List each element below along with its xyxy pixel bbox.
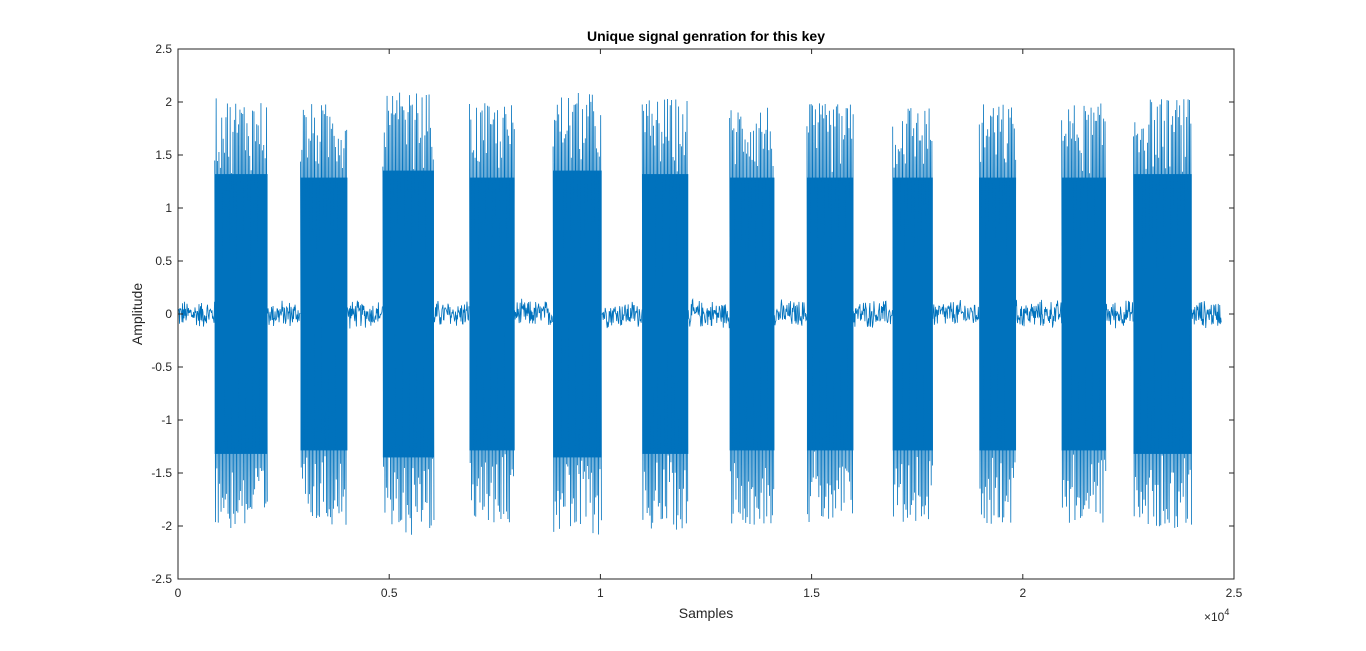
x-exponent-base: ×10 [1204, 610, 1225, 624]
y-tick-label: -1 [161, 413, 172, 427]
noise-segment [932, 300, 980, 325]
x-tick-label: 0.5 [381, 586, 398, 600]
noise-segment [687, 297, 730, 329]
noise-segment [1191, 301, 1222, 329]
chart-title: Unique signal genration for this key [587, 28, 825, 44]
noise-segment [514, 298, 554, 325]
noise-segment [1105, 300, 1134, 329]
burst-signal-7 [729, 107, 775, 525]
y-tick-label: -2 [161, 519, 172, 533]
noise-segment [178, 301, 215, 327]
signal-series-0 [178, 92, 1222, 535]
axes: 0 0.5 1 1.5 2 2.5 -2.5 -2 -1.5 -1 -0.5 0 0.5 1 1.5 2 2.5 [151, 42, 1242, 600]
x-exponent-power: 4 [1224, 607, 1229, 617]
y-tick-label: -1.5 [151, 466, 172, 480]
x-tick-label: 1.5 [803, 586, 820, 600]
y-tick-label: 2.5 [155, 42, 172, 56]
burst-signal-9 [892, 108, 933, 522]
x-tick-label: 2.5 [1226, 586, 1243, 600]
y-tick-label: 1.5 [155, 148, 172, 162]
x-tick-label: 0 [175, 586, 182, 600]
burst-signal-11 [1061, 103, 1107, 523]
y-tick-label: -2.5 [151, 572, 172, 586]
burst-signal-6 [641, 98, 689, 530]
burst-signal-2 [300, 104, 348, 525]
y-tick-label: 2 [165, 95, 172, 109]
burst-signal-10 [978, 104, 1017, 524]
x-axis-exponent: ×104 [1204, 607, 1229, 624]
noise-segment [346, 300, 383, 329]
y-tick-label: -0.5 [151, 360, 172, 374]
x-axis-label: Samples [679, 605, 733, 621]
y-tick-label: 0.5 [155, 254, 172, 268]
noise-segment [433, 301, 470, 326]
noise-segment [853, 300, 893, 328]
noise-segment [601, 301, 643, 329]
plot-area [178, 92, 1222, 535]
burst-signal-1 [214, 98, 268, 529]
burst-signal-3 [382, 92, 435, 535]
burst-signal-4 [469, 103, 515, 523]
y-tick-label: 1 [165, 201, 172, 215]
y-axis-label: Amplitude [129, 283, 145, 345]
x-tick-label: 2 [1019, 586, 1026, 600]
burst-signal-12 [1133, 99, 1192, 528]
burst-signal-5 [552, 93, 602, 535]
x-tick-label: 1 [597, 586, 604, 600]
noise-segment [1015, 299, 1062, 328]
noise-segment [774, 299, 808, 326]
burst-signal-8 [806, 103, 854, 523]
noise-segment [267, 300, 301, 327]
y-tick-label: 0 [165, 307, 172, 321]
